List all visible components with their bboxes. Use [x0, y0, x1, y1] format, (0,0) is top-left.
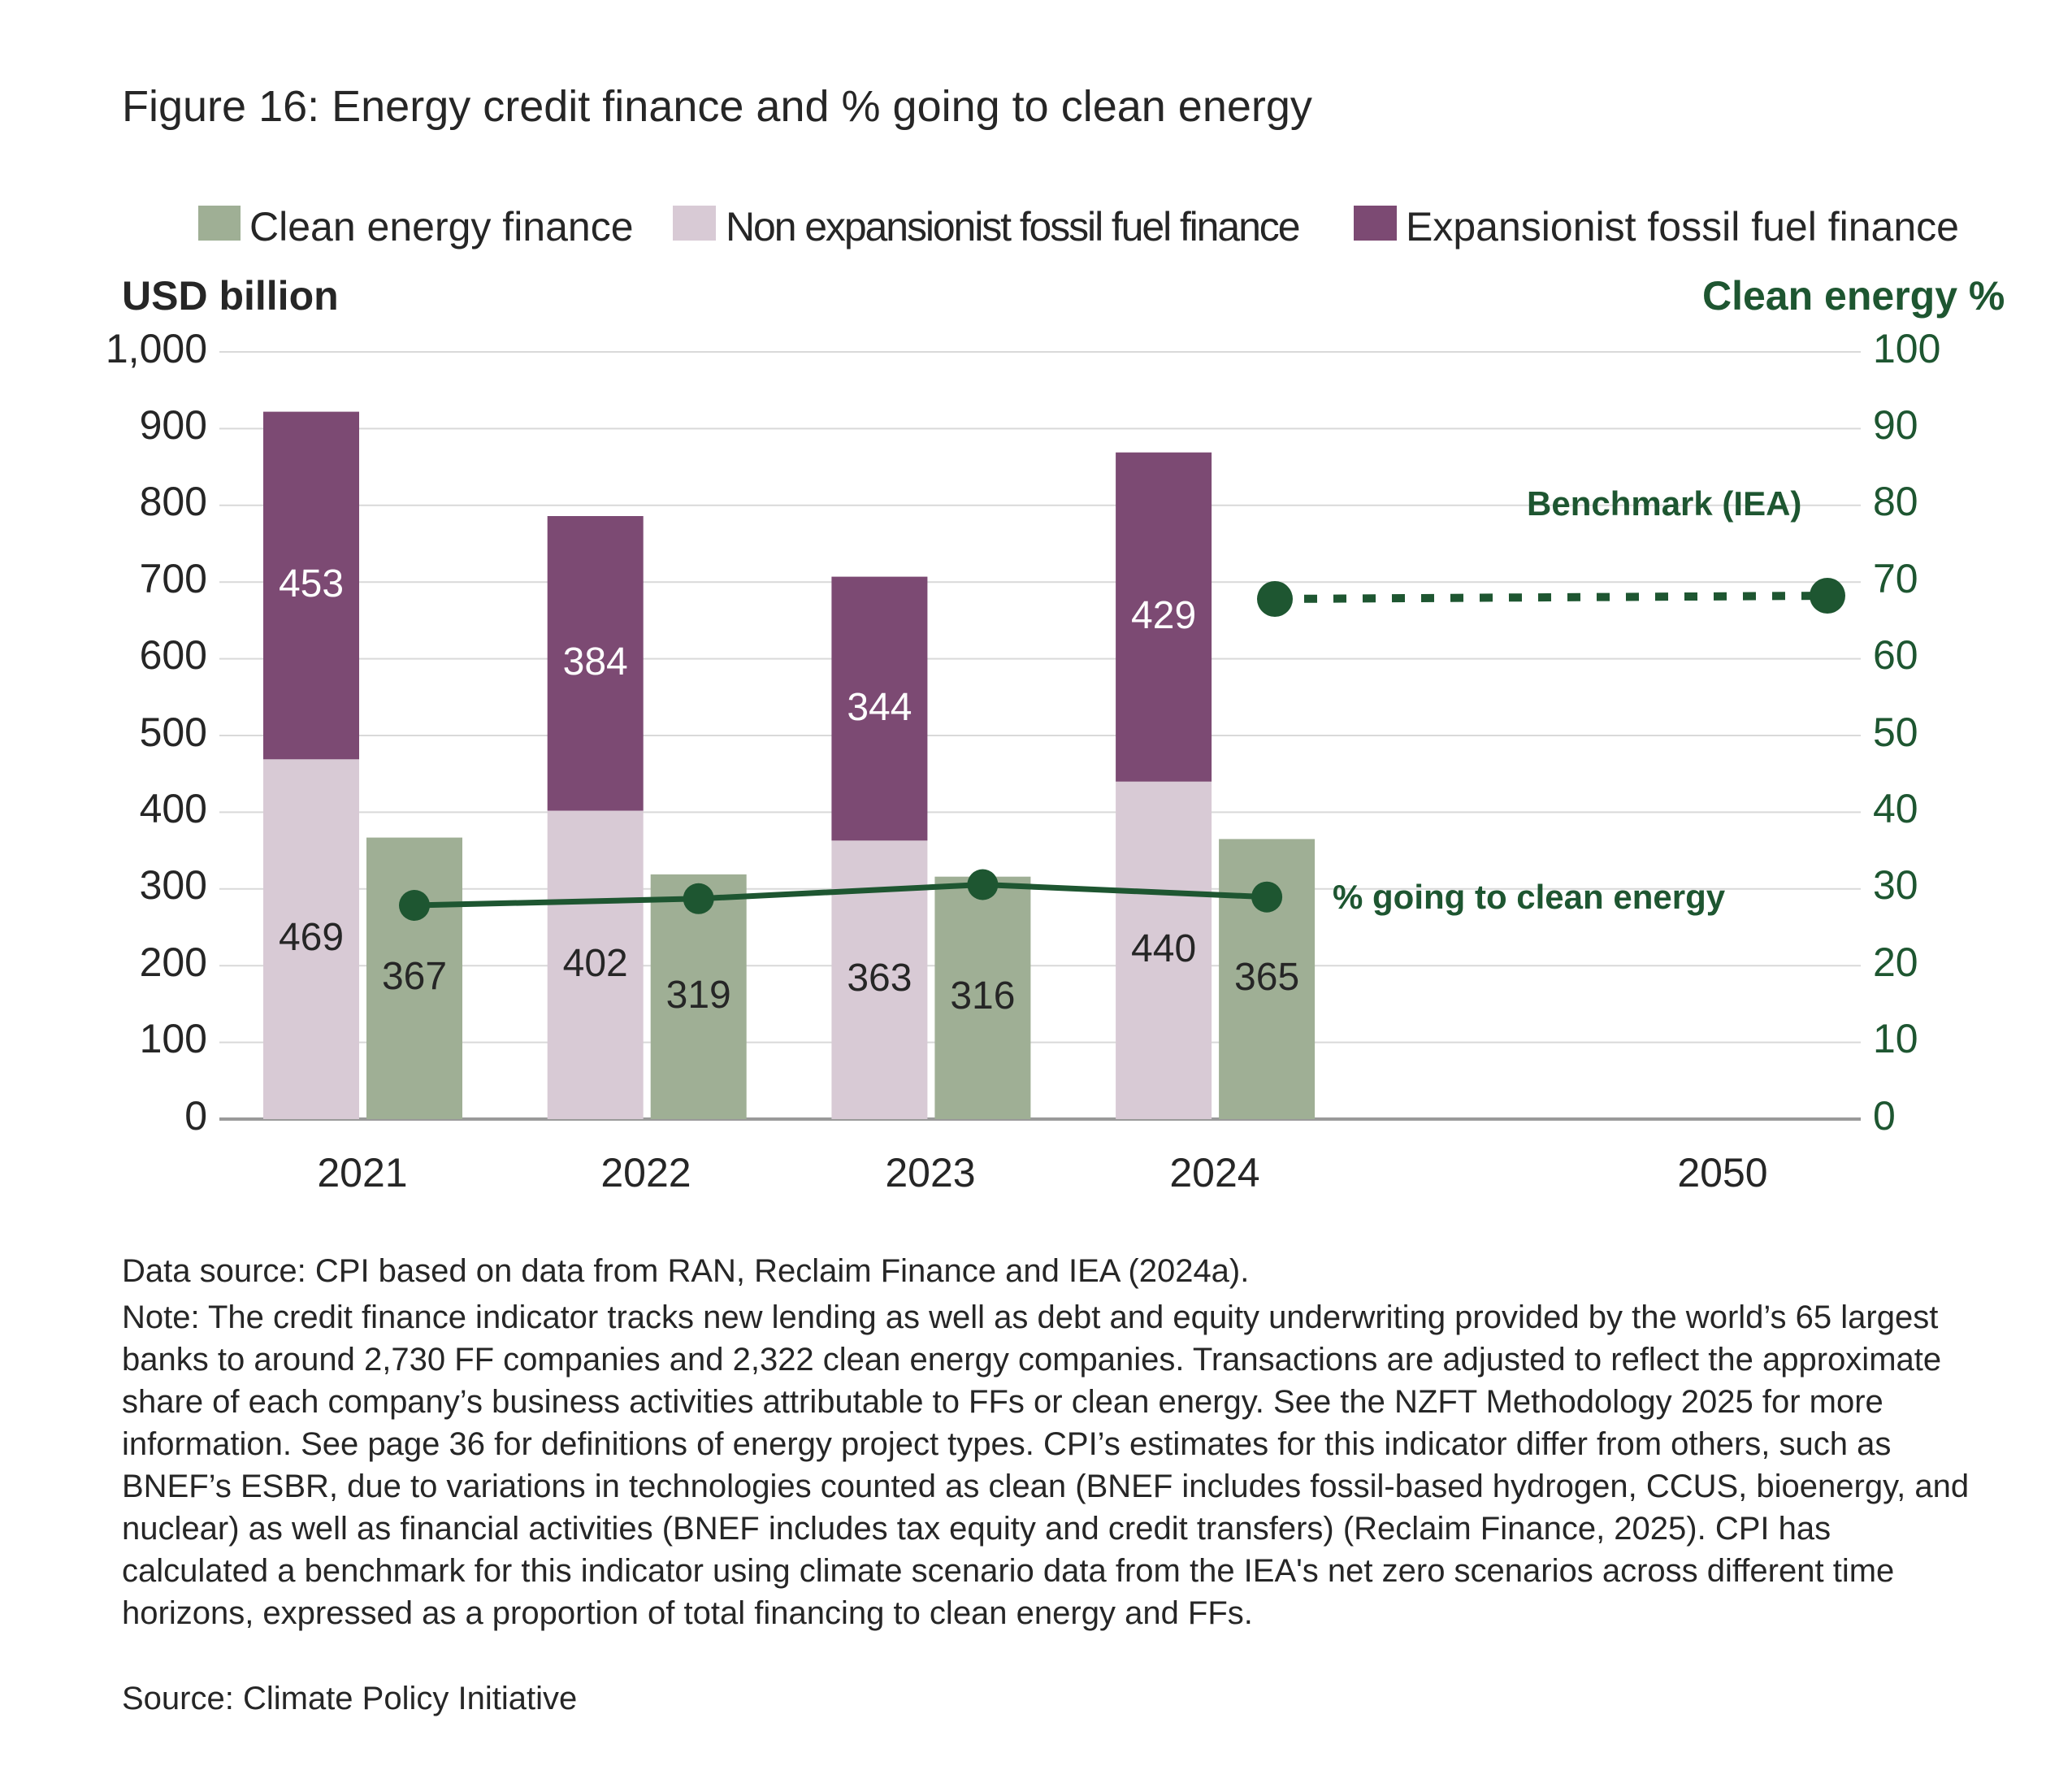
svg-text:900: 900 — [140, 402, 207, 448]
svg-text:90: 90 — [1873, 402, 1918, 448]
svg-text:10: 10 — [1873, 1016, 1918, 1061]
svg-text:Benchmark (IEA): Benchmark (IEA) — [1527, 484, 1801, 523]
svg-text:400: 400 — [140, 786, 207, 831]
svg-text:0: 0 — [184, 1093, 207, 1139]
svg-text:70: 70 — [1873, 556, 1918, 601]
svg-text:0: 0 — [1873, 1093, 1896, 1139]
svg-text:2024: 2024 — [1169, 1150, 1259, 1195]
svg-text:20: 20 — [1873, 939, 1918, 985]
svg-text:500: 500 — [140, 709, 207, 755]
svg-text:800: 800 — [140, 479, 207, 524]
svg-text:316: 316 — [950, 974, 1015, 1018]
svg-text:2021: 2021 — [317, 1150, 407, 1195]
svg-text:% going to clean energy: % going to clean energy — [1333, 878, 1726, 916]
svg-text:469: 469 — [279, 916, 344, 959]
svg-text:440: 440 — [1131, 927, 1196, 970]
svg-text:2022: 2022 — [600, 1150, 691, 1195]
svg-text:30: 30 — [1873, 862, 1918, 908]
svg-text:363: 363 — [847, 957, 912, 1000]
svg-text:100: 100 — [1873, 326, 1940, 371]
svg-text:2050: 2050 — [1677, 1150, 1767, 1195]
svg-text:365: 365 — [1234, 956, 1299, 999]
svg-text:402: 402 — [563, 942, 628, 985]
svg-text:100: 100 — [140, 1016, 207, 1061]
svg-text:2023: 2023 — [885, 1150, 975, 1195]
svg-text:300: 300 — [140, 862, 207, 908]
svg-text:40: 40 — [1873, 786, 1918, 831]
svg-text:367: 367 — [382, 955, 447, 998]
svg-text:200: 200 — [140, 939, 207, 985]
svg-text:60: 60 — [1873, 632, 1918, 678]
svg-text:429: 429 — [1131, 594, 1196, 637]
svg-text:319: 319 — [666, 974, 731, 1017]
svg-text:384: 384 — [563, 640, 628, 683]
svg-text:80: 80 — [1873, 479, 1918, 524]
svg-text:700: 700 — [140, 556, 207, 601]
svg-text:1,000: 1,000 — [106, 326, 207, 371]
svg-text:344: 344 — [847, 686, 912, 729]
svg-text:600: 600 — [140, 632, 207, 678]
svg-text:50: 50 — [1873, 709, 1918, 755]
svg-text:453: 453 — [279, 562, 344, 605]
